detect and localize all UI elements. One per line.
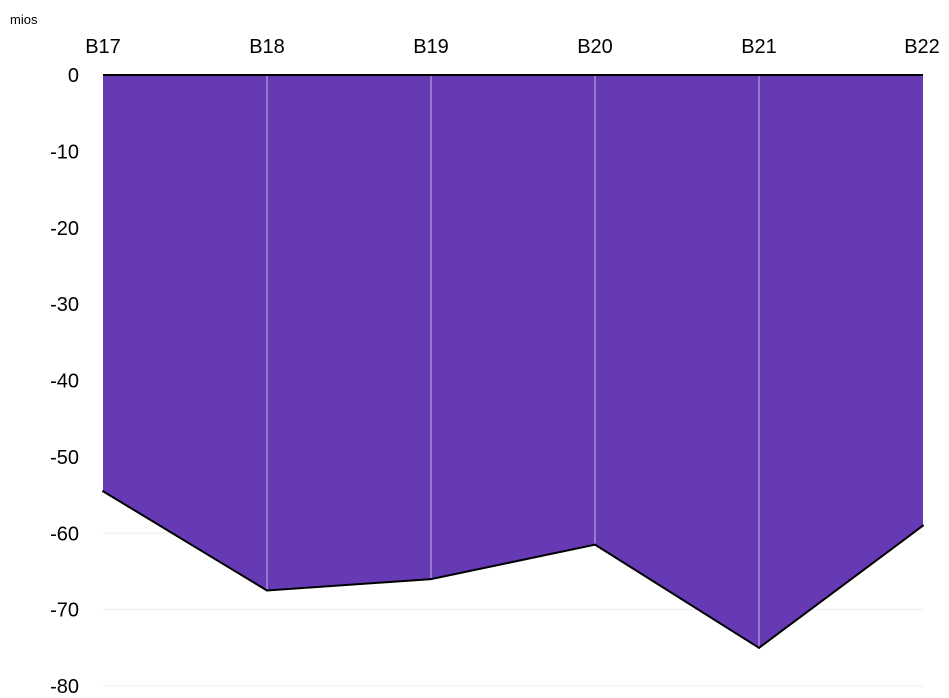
y-tick-label: -10 xyxy=(50,141,79,163)
y-tick-label: -70 xyxy=(50,600,79,622)
data-point-b20 xyxy=(594,543,596,546)
x-tick-labels: B17 B18 B19 B20 B21 B22 xyxy=(85,36,940,58)
x-tick-label: B18 xyxy=(249,36,285,58)
data-points xyxy=(102,490,924,649)
unit-label: mios xyxy=(10,12,38,27)
area-fill xyxy=(103,75,923,648)
data-point-b18 xyxy=(266,589,268,592)
x-tick-label: B22 xyxy=(904,36,940,58)
y-tick-label: -30 xyxy=(50,294,79,316)
y-tick-label: -80 xyxy=(50,676,79,698)
data-point-b19 xyxy=(430,578,432,581)
y-tick-labels: 0 -10 -20 -30 -40 -50 -60 -70 -80 xyxy=(50,65,79,698)
data-point-b22 xyxy=(922,524,924,527)
series-line xyxy=(102,490,924,650)
y-tick-label: -60 xyxy=(50,523,79,545)
y-tick-label: -40 xyxy=(50,371,79,393)
x-tick-label: B20 xyxy=(577,36,613,58)
data-point-b21 xyxy=(758,646,760,649)
x-tick-label: B17 xyxy=(85,36,121,58)
x-tick-label: B21 xyxy=(741,36,777,58)
y-tick-label: -50 xyxy=(50,447,79,469)
category-dividers xyxy=(266,75,760,648)
y-tick-label: -20 xyxy=(50,218,79,240)
data-point-b17 xyxy=(102,490,104,493)
y-tick-label: 0 xyxy=(68,65,79,87)
x-tick-label: B19 xyxy=(413,36,449,58)
